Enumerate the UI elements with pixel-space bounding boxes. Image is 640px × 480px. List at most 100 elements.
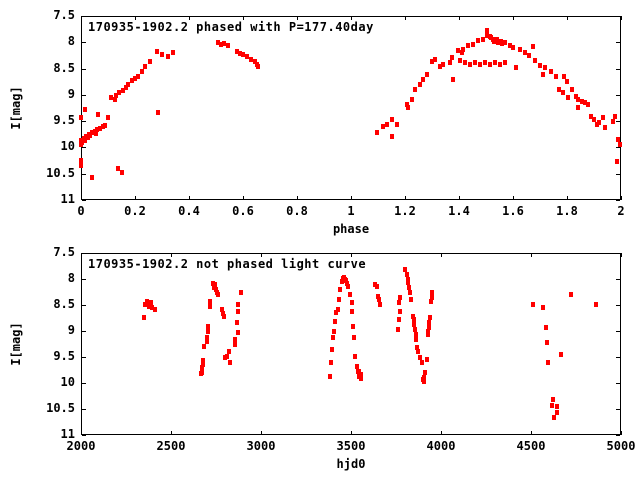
x-tick-mark: [567, 16, 568, 20]
data-point: [523, 50, 527, 55]
data-point: [147, 304, 151, 309]
x-tick-mark: [243, 196, 244, 200]
data-point: [219, 42, 223, 47]
data-point: [236, 309, 240, 314]
data-point: [583, 100, 587, 105]
x-tick-mark: [189, 16, 190, 20]
x-tick-label: 5000: [606, 439, 636, 453]
data-point: [225, 354, 229, 359]
data-point: [555, 410, 559, 415]
data-point: [500, 41, 504, 46]
y-tick-mark: [616, 200, 620, 201]
data-point: [355, 364, 359, 369]
data-point: [418, 355, 422, 360]
data-point: [574, 94, 578, 99]
data-point: [114, 93, 118, 98]
data-point: [378, 302, 382, 307]
data-point: [222, 314, 226, 319]
x-tick-label: 1.4: [448, 204, 470, 218]
data-point: [94, 131, 98, 136]
data-point: [396, 327, 400, 332]
data-point: [412, 317, 416, 322]
data-point: [350, 309, 354, 314]
data-point: [241, 52, 245, 57]
data-point: [409, 297, 413, 302]
data-point: [476, 38, 480, 43]
y-tick-label: 9: [67, 87, 75, 101]
y-tick-mark: [616, 409, 620, 410]
data-point: [616, 137, 620, 142]
data-point: [427, 325, 431, 330]
data-point: [427, 320, 431, 325]
data-point: [143, 302, 147, 307]
y-tick-mark: [82, 383, 86, 384]
data-point: [333, 319, 337, 324]
data-point: [352, 335, 356, 340]
x-tick-label: 2: [617, 204, 625, 218]
data-point: [555, 404, 559, 409]
data-point: [79, 115, 83, 120]
data-point: [117, 90, 121, 95]
data-point: [554, 74, 558, 79]
data-point: [429, 299, 433, 304]
y-tick-label: 8.5: [53, 297, 75, 311]
y-tick-label: 11: [60, 427, 75, 441]
y-tick-mark: [616, 435, 620, 436]
data-point: [405, 272, 409, 277]
data-point: [221, 311, 225, 316]
data-point: [410, 97, 414, 102]
data-point: [422, 375, 426, 380]
x-tick-mark: [351, 431, 352, 435]
data-point: [359, 372, 363, 377]
data-point: [200, 365, 204, 370]
data-point: [412, 322, 416, 327]
data-point: [90, 130, 94, 135]
data-point: [569, 292, 573, 297]
data-point: [236, 330, 240, 335]
data-point: [478, 62, 482, 67]
data-point: [214, 287, 218, 292]
y-tick-mark: [82, 331, 86, 332]
y-tick-mark: [82, 121, 86, 122]
x-tick-mark: [171, 431, 172, 435]
data-point: [415, 345, 419, 350]
y-tick-mark: [616, 147, 620, 148]
data-point: [171, 50, 175, 55]
data-point: [566, 95, 570, 100]
data-point: [559, 352, 563, 357]
x-tick-mark: [621, 253, 622, 257]
data-point: [116, 166, 120, 171]
data-point: [156, 110, 160, 115]
data-point: [153, 307, 157, 312]
chart-title: 170935-1902.2 phased with P=177.40day: [88, 20, 374, 34]
data-point: [397, 317, 401, 322]
y-tick-mark: [616, 383, 620, 384]
data-point: [551, 397, 555, 402]
data-point: [495, 37, 499, 42]
data-point: [468, 62, 472, 67]
y-tick-mark: [616, 331, 620, 332]
y-tick-mark: [82, 435, 86, 436]
data-point: [113, 97, 117, 102]
data-point: [423, 370, 427, 375]
x-tick-mark: [567, 196, 568, 200]
data-point: [336, 307, 340, 312]
data-point: [235, 49, 239, 54]
data-point: [441, 62, 445, 67]
data-point: [473, 60, 477, 65]
data-point: [348, 292, 352, 297]
x-tick-label: 3500: [336, 439, 366, 453]
x-tick-mark: [405, 196, 406, 200]
data-point: [460, 50, 464, 55]
x-tick-label: 0.8: [286, 204, 308, 218]
x-tick-mark: [81, 431, 82, 435]
data-point: [375, 284, 379, 289]
data-point: [233, 337, 237, 342]
y-tick-mark: [616, 42, 620, 43]
data-point: [492, 39, 496, 44]
data-point: [545, 340, 549, 345]
data-point: [338, 287, 342, 292]
data-point: [433, 57, 437, 62]
data-point: [337, 297, 341, 302]
